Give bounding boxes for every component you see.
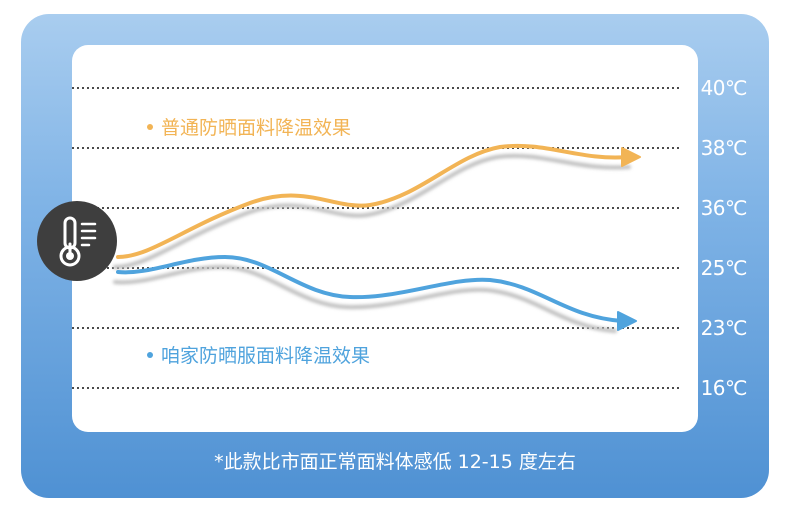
y-tick-label: 25℃	[700, 256, 748, 280]
series-ordinary-arrow	[621, 147, 641, 167]
series-label-ours: 咱家防晒服面料降温效果	[161, 345, 370, 367]
y-tick-label: 23℃	[700, 316, 748, 340]
y-tick-label: 36℃	[700, 196, 748, 220]
y-tick-label: 16℃	[700, 376, 748, 400]
y-tick-label: 40℃	[700, 76, 748, 100]
chart-frame: 40℃ 38℃ 36℃ 25℃ 23℃ 16℃ *此款比市面正常面料体感低 12…	[21, 14, 769, 498]
series-ours-shadow	[113, 264, 617, 333]
legend-dot-ours	[147, 352, 153, 358]
series-ours-line	[116, 254, 624, 323]
grid-lines	[72, 87, 680, 389]
footnote: *此款比市面正常面料体感低 12-15 度左右	[214, 451, 576, 473]
series-ordinary-shadow	[113, 153, 631, 269]
series-ordinary-line	[116, 143, 630, 259]
series-label-ordinary: 普通防晒面料降温效果	[161, 117, 351, 139]
thermometer-icon	[37, 201, 117, 281]
y-tick-label: 38℃	[700, 136, 748, 160]
series-ours-arrow	[617, 311, 637, 331]
legend-dot-ordinary	[147, 124, 153, 130]
